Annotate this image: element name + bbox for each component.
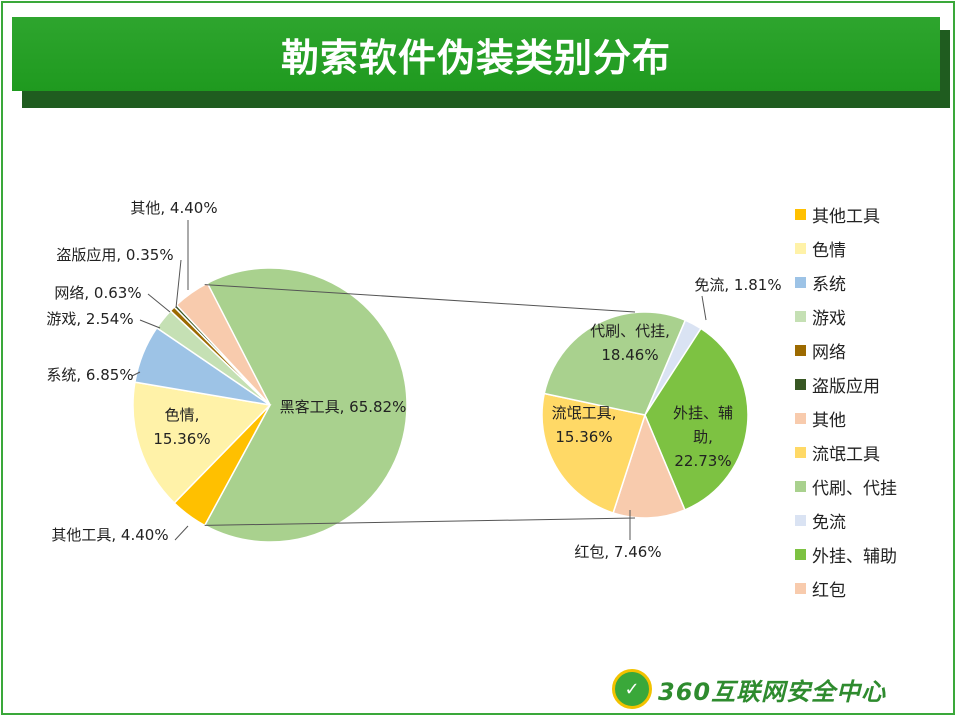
legend-swatch xyxy=(795,310,806,322)
legend-label: 系统 xyxy=(812,274,846,295)
legend-label: 其他 xyxy=(812,410,846,431)
sub-data-label-3: 流氓工具, 15.36% xyxy=(552,404,617,446)
legend-swatch xyxy=(795,514,806,526)
legend-label: 盗版应用 xyxy=(812,376,880,397)
legend-item: 系统 xyxy=(795,265,935,299)
data-label-4: 游戏, 2.54% xyxy=(46,310,133,328)
legend-label: 游戏 xyxy=(812,308,846,329)
legend-item: 网络 xyxy=(795,333,935,367)
data-label-5: 网络, 0.63% xyxy=(54,284,141,302)
label-leader-4 xyxy=(139,319,161,329)
connector-line-bottom xyxy=(204,517,636,526)
data-label-6: 盗版应用, 0.35% xyxy=(56,246,173,264)
legend-label: 网络 xyxy=(812,342,846,363)
legend-label: 其他工具 xyxy=(812,206,880,227)
legend-label: 红包 xyxy=(812,580,846,601)
title-banner: 勒索软件伪装类别分布 xyxy=(12,17,940,91)
globe-shield-icon: ✓ xyxy=(612,669,652,709)
legend-label: 代刷、代挂 xyxy=(812,478,897,499)
legend-swatch xyxy=(795,242,806,254)
brand-logo: ✓ 360互联网安全中心 xyxy=(612,664,886,714)
sub-data-label-1: 外挂、辅助, 22.73% xyxy=(673,404,733,470)
legend-label: 色情 xyxy=(812,240,846,261)
label-leader-5 xyxy=(147,293,171,313)
legend-swatch xyxy=(795,344,806,356)
legend-swatch xyxy=(795,412,806,424)
legend-item: 外挂、辅助 xyxy=(795,537,935,571)
legend-label: 流氓工具 xyxy=(812,444,880,465)
chart-legend: 其他工具色情系统游戏网络盗版应用其他流氓工具代刷、代挂免流外挂、辅助红包 xyxy=(795,197,935,605)
legend-item: 红包 xyxy=(795,571,935,605)
sub-data-label-4: 代刷、代挂, 18.46% xyxy=(590,322,670,364)
label-leader-1 xyxy=(174,525,189,541)
legend-item: 免流 xyxy=(795,503,935,537)
legend-swatch xyxy=(795,480,806,492)
legend-item: 游戏 xyxy=(795,299,935,333)
pie-slice-2 xyxy=(132,381,272,505)
pie-slice-0 xyxy=(203,267,408,543)
legend-label: 免流 xyxy=(812,512,846,533)
data-label-2: 色情, 15.36% xyxy=(153,406,210,448)
sub-pie-slice-3 xyxy=(541,392,646,514)
logo-text: 360互联网安全中心 xyxy=(658,677,887,706)
slide-title: 勒索软件伪装类别分布 xyxy=(280,35,671,80)
legend-label: 外挂、辅助 xyxy=(812,546,897,567)
data-label-1: 其他工具, 4.40% xyxy=(51,526,168,544)
legend-item: 盗版应用 xyxy=(795,367,935,401)
legend-swatch xyxy=(795,548,806,560)
sub-pie-slice-2 xyxy=(612,412,686,519)
legend-swatch xyxy=(795,378,806,390)
legend-item: 其他 xyxy=(795,401,935,435)
connector-line-top xyxy=(204,284,636,313)
legend-item: 其他工具 xyxy=(795,197,935,231)
sub-pie-slice-1 xyxy=(644,327,749,511)
data-label-0: 黑客工具, 65.82% xyxy=(280,398,407,416)
sub-pie-slice-4 xyxy=(543,311,687,416)
data-label-3: 系统, 6.85% xyxy=(46,366,133,384)
sub-data-label-2: 红包, 7.46% xyxy=(574,543,661,561)
legend-item: 代刷、代挂 xyxy=(795,469,935,503)
sub-data-label-0: 免流, 1.81% xyxy=(694,276,781,294)
label-leader-3 xyxy=(131,371,141,377)
legend-item: 色情 xyxy=(795,231,935,265)
legend-item: 流氓工具 xyxy=(795,435,935,469)
data-label-7: 其他, 4.40% xyxy=(130,199,217,217)
legend-swatch xyxy=(795,276,806,288)
legend-swatch xyxy=(795,446,806,458)
label-leader-6 xyxy=(175,259,182,309)
sub-label-leader-0 xyxy=(701,295,707,321)
legend-swatch xyxy=(795,208,806,220)
legend-swatch xyxy=(795,582,806,594)
